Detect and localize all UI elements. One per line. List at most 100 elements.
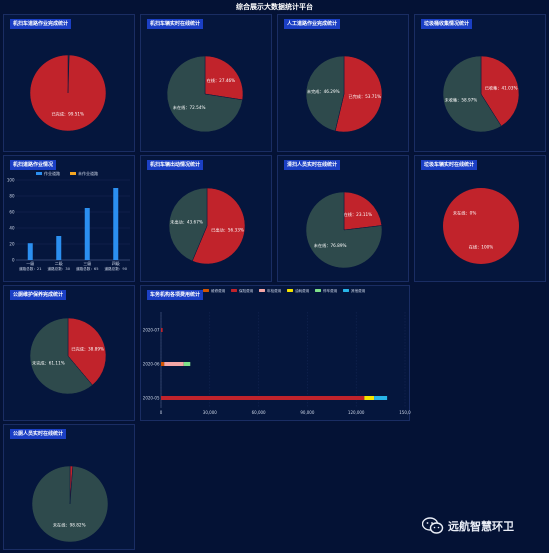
panel-pie-1: 机扫车辆实时在线统计 在线：27.46% 未在线：72.54%: [140, 14, 272, 152]
legend-label: 保险费用: [239, 288, 254, 293]
legend-swatch: [287, 289, 293, 292]
page-title: 综合展示大数据统计平台: [236, 3, 313, 11]
panel-title: 人工道路作业完成统计: [284, 19, 341, 29]
panel-pie-7: 公厕维护保养完成统计 已完成：38.89% 未完成：61.11%: [3, 285, 135, 421]
panel-title: 清扫人员实时在线统计: [284, 160, 341, 170]
panel-title: 机扫道路作业情况: [10, 160, 57, 170]
wechat-icon: [422, 517, 444, 534]
pie-label: 未在线：0%: [453, 210, 476, 217]
pie-chart: 已完成：53.71% 未完成：46.29%: [305, 55, 383, 133]
bar-segment: [161, 396, 365, 400]
x-tick-label: 30,000: [203, 410, 217, 415]
bar: [27, 243, 33, 260]
legend-label: 其他费用: [351, 288, 366, 293]
pie-slice: [443, 188, 519, 264]
y-tick-label: 0: [12, 258, 15, 263]
panel-title: 机扫车辆出动情况统计: [147, 160, 204, 170]
pie-label: 已收集：41.03%: [485, 85, 518, 92]
x-tick-label: 三级: [83, 260, 91, 266]
x-tick-label: 二级: [55, 260, 63, 266]
panel-pie-3: 垃圾桶收集情况统计 已收集：41.03% 未收集：58.97%: [414, 14, 546, 152]
legend-swatch: [203, 289, 209, 292]
legend-swatch: [70, 172, 76, 175]
x-tick-label: 一级: [26, 260, 34, 266]
x-tick-label: 四级: [112, 260, 120, 266]
legend-label: 维修费用: [211, 288, 226, 293]
bar: [56, 236, 62, 260]
pie-chart: 在线：1.18%未在线：98.82%: [31, 465, 109, 543]
x-tick-detail: 道路总数：65: [76, 266, 99, 271]
pie-label: 在线：100%: [469, 243, 494, 249]
pie-label: 未在线：72.54%: [173, 104, 206, 111]
pie-slice: [166, 55, 243, 133]
pie-label: 在线：27.46%: [207, 77, 236, 83]
panel-title: 车务机构各项费用统计: [147, 290, 204, 300]
pie-label: 已出动：56.33%: [211, 227, 244, 234]
bar-segment: [164, 362, 184, 366]
legend-swatch: [315, 289, 321, 292]
pie-slice: [31, 465, 109, 543]
bar-segment: [364, 396, 375, 400]
panel-title: 公厕维护保养完成统计: [10, 290, 67, 300]
x-tick-detail: 道路总数：90: [104, 266, 127, 271]
pie-slice: [204, 55, 244, 101]
y-tick-label: 20: [9, 242, 15, 247]
pie-label: 未完成：46.29%: [307, 88, 340, 95]
bar-segment: [183, 362, 191, 366]
pie-chart: 已收集：41.03% 未收集：58.97%: [442, 55, 520, 133]
x-tick-label: 0: [160, 410, 163, 415]
legend-swatch: [231, 289, 237, 292]
y-tick-label: 80: [9, 194, 15, 199]
pie-chart: 未完成：0.49%已完成：99.51%: [29, 54, 107, 132]
pie-slice: [168, 187, 208, 262]
x-tick-detail: 道路总数：30: [47, 266, 70, 271]
x-tick-label: 60,000: [252, 410, 266, 415]
bar-segment: [374, 396, 388, 400]
legend-swatch: [343, 289, 349, 292]
pie-chart: 已出动：56.33% 未出动：43.67%: [168, 187, 246, 265]
pie-slice: [29, 54, 107, 132]
y-tick-label: 100: [7, 178, 15, 183]
pie-label: 已完成：99.51%: [51, 110, 84, 117]
x-tick-label: 120,000: [348, 410, 365, 415]
pie-label: 未完成：61.11%: [32, 360, 65, 367]
panel-title: 机扫车道路作业完成统计: [10, 19, 72, 29]
x-tick-label: 150,0: [399, 410, 411, 415]
bar-segment: [161, 362, 165, 366]
panel-title: 垃圾车辆实时在线统计: [421, 160, 478, 170]
panel-title: 公厕人员实时在线统计: [10, 429, 67, 439]
pie-label: 已完成：38.89%: [71, 345, 104, 352]
watermark: 远航智慧环卫: [422, 516, 514, 536]
y-tick-label: 2020-05: [143, 396, 160, 401]
pie-slice: [67, 317, 107, 386]
pie-chart: 已完成：38.89% 未完成：61.11%: [29, 317, 107, 395]
pie-chart: 在线：100% 未在线：0%: [443, 188, 519, 264]
pie-slice: [343, 191, 383, 231]
pie-slice: [29, 317, 93, 395]
panel-title: 垃圾桶收集情况统计: [421, 19, 473, 29]
pie-label: 已完成：53.71%: [348, 93, 381, 100]
legend-label: 作业道路: [44, 170, 60, 176]
pie-label: 在线：23.11%: [344, 211, 373, 217]
x-tick-detail: 道路总数：21: [19, 266, 42, 271]
x-tick-label: 90,000: [300, 410, 314, 415]
panel-title: 机扫车辆实时在线统计: [147, 19, 204, 29]
panel-bar-chart: 机扫道路作业情况 作业道路 未作业道路 100 80 60 40 20 0 一级 道路总数：21 二…: [3, 155, 135, 282]
y-tick-label: 2020-07: [143, 328, 160, 333]
panel-pie-2: 人工道路作业完成统计 已完成：53.71% 未完成：46.29%: [277, 14, 409, 152]
legend-label: 油耗费用: [295, 288, 310, 293]
pie-chart: 在线：27.46% 未在线：72.54%: [166, 55, 244, 133]
y-tick-label: 60: [9, 210, 15, 215]
panel-pie-8: 公厕人员实时在线统计 在线：1.18%未在线：98.82%: [3, 424, 135, 550]
chart-legend: 作业道路 未作业道路: [36, 170, 98, 176]
y-tick-label: 2020-06: [143, 362, 160, 367]
pie-label: 未出动：43.67%: [170, 218, 203, 225]
pie-slice: [442, 55, 502, 133]
bar-segment: [161, 328, 163, 332]
pie-slice: [334, 55, 383, 133]
pie-chart: 在线：23.11% 未在线：76.89%: [305, 191, 383, 269]
pie-label: 未收集：58.97%: [445, 96, 478, 103]
legend-swatch: [36, 172, 42, 175]
pie-slice: [305, 55, 345, 132]
